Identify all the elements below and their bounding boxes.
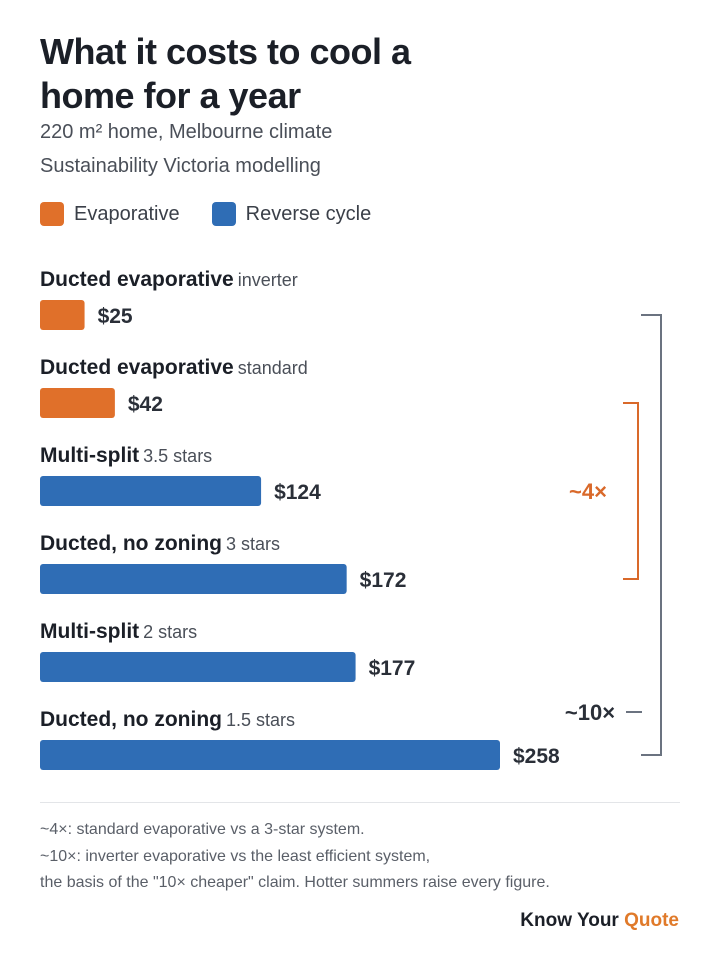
chart-source: Sustainability Victoria modelling — [40, 155, 321, 177]
category-qualifier: standard — [238, 358, 308, 378]
category-name: Ducted evaporative — [40, 356, 234, 379]
legend-label-evaporative: Evaporative — [74, 202, 180, 225]
category-label: Ducted evaporative inverter — [40, 268, 298, 291]
brand-part1: Know Your — [520, 910, 619, 931]
legend-swatch-reverse-cycle — [211, 202, 236, 226]
legend-item-reverse-cycle: Reverse cycle — [211, 202, 372, 226]
legend: Evaporative Reverse cycle — [40, 202, 403, 226]
category-name: Ducted, no zoning — [40, 708, 222, 731]
category-name: Multi-split — [40, 444, 139, 467]
footnote-10x-continued: the basis of the "10× cheaper" claim. Ho… — [40, 874, 550, 891]
value-label: $25 — [98, 305, 133, 328]
category-qualifier: 3.5 stars — [143, 446, 212, 466]
value-label: $42 — [128, 393, 163, 416]
legend-item-evaporative: Evaporative — [40, 202, 180, 226]
bar — [40, 300, 85, 330]
bar — [40, 388, 115, 418]
category-label: Ducted evaporative standard — [40, 356, 308, 379]
footnote-10x: ~10×: inverter evaporative vs the least … — [40, 848, 431, 865]
value-label: $124 — [274, 481, 321, 504]
chart-title: What it costs to cool a home for a year — [40, 31, 411, 116]
category-qualifier: 3 stars — [226, 534, 280, 554]
category-name: Ducted evaporative — [40, 268, 234, 291]
category-label: Multi-split 3.5 stars — [40, 444, 212, 467]
multiplier-4x-label: ~4× — [569, 479, 607, 504]
legend-label-reverse-cycle: Reverse cycle — [245, 202, 372, 225]
category-label: Multi-split 2 stars — [40, 620, 197, 643]
category-label: Ducted, no zoning 3 stars — [40, 532, 280, 555]
bracket-10x — [641, 314, 662, 756]
category-qualifier: 2 stars — [143, 622, 197, 642]
bar — [40, 652, 356, 682]
bracket-4x — [623, 402, 639, 580]
value-label: $177 — [369, 657, 416, 680]
category-qualifier: 1.5 stars — [226, 710, 295, 730]
chart-subtitle: 220 m² home, Melbourne climate — [40, 121, 333, 143]
footnote-4x: ~4×: standard evaporative vs a 3-star sy… — [40, 821, 365, 838]
bar — [40, 564, 347, 594]
divider — [40, 802, 680, 803]
brand-part2: Quote — [624, 910, 679, 931]
value-label: $172 — [360, 569, 407, 592]
multiplier-10x-label: ~10× — [565, 700, 615, 725]
category-name: Ducted, no zoning — [40, 532, 222, 555]
category-label: Ducted, no zoning 1.5 stars — [40, 708, 295, 731]
legend-swatch-evaporative — [40, 202, 64, 226]
brand-logo: Know Your Quote — [520, 910, 679, 932]
category-name: Multi-split — [40, 620, 139, 643]
bar — [40, 740, 500, 770]
value-label: $258 — [513, 745, 560, 768]
category-qualifier: inverter — [238, 270, 298, 290]
bar — [40, 476, 262, 506]
